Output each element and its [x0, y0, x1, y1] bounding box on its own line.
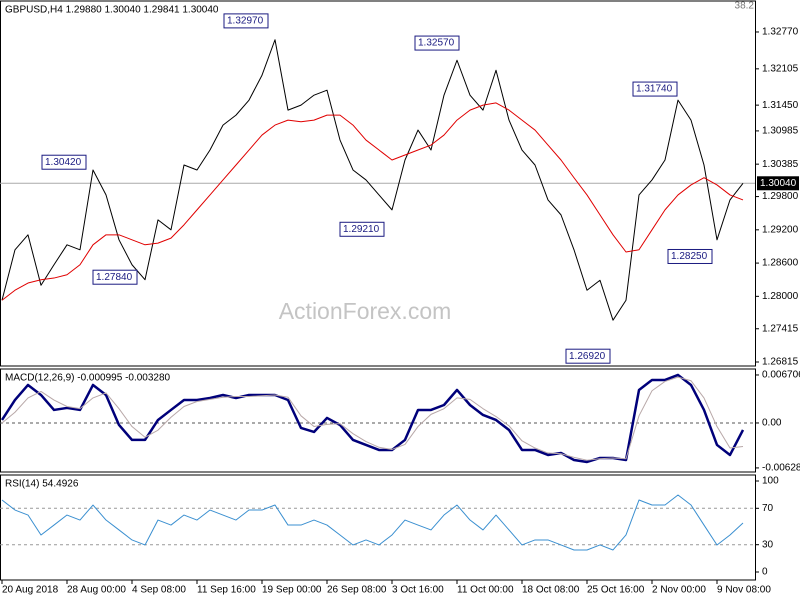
annotation-label: 1.28250: [671, 251, 708, 262]
x-tick-label: 18 Oct 08:00: [522, 585, 580, 596]
annotation-label: 1.26920: [569, 351, 606, 362]
corner-label: 38.2: [735, 1, 755, 12]
series-line: [1, 376, 744, 461]
x-tick-label: 2 Nov 00:00: [652, 585, 706, 596]
y-tick-label: 1.29200: [762, 224, 799, 235]
x-tick-label: 9 Nov 08:00: [717, 585, 771, 596]
y-tick-label: 1.26815: [762, 357, 799, 368]
y-tick-label: 1.27415: [762, 323, 799, 334]
panel-title: GBPUSD,H4 1.29880 1.30040 1.29841 1.3004…: [5, 5, 219, 16]
y-tick-label: 0: [762, 567, 768, 578]
annotation-box: [223, 13, 269, 29]
y-tick-label: 70: [762, 503, 774, 514]
y-tick-label: 1.32770: [762, 27, 799, 38]
panel-frame: [0, 474, 756, 581]
x-tick-label: 3 Oct 16:00: [392, 585, 444, 596]
annotation-label: 1.30420: [45, 157, 82, 168]
y-tick-label: 30: [762, 539, 774, 550]
x-tick-label: 20 Aug 2018: [2, 585, 59, 596]
series-line: [1, 102, 744, 301]
annotation-box: [92, 269, 138, 285]
annotation-box: [632, 81, 678, 97]
x-tick-label: 26 Sep 08:00: [327, 585, 387, 596]
annotation-label: 1.27840: [96, 272, 133, 283]
x-tick-label: 25 Oct 16:00: [587, 585, 645, 596]
last-price-box: [757, 176, 799, 191]
annotation-box: [565, 348, 611, 364]
series-line: [1, 494, 744, 551]
y-tick-label: 1.30985: [762, 126, 799, 137]
y-tick-label: 1.29800: [762, 191, 799, 202]
x-tick-label: 11 Sep 16:00: [197, 585, 256, 596]
last-price-label: 1.30040: [760, 178, 797, 189]
y-tick-label: 1.32105: [762, 63, 799, 74]
y-tick-label: 1.31450: [762, 100, 799, 111]
panel-title: MACD(12,26,9) -0.000995 -0.003280: [5, 373, 171, 384]
y-tick-label: 1.28000: [762, 291, 799, 302]
y-tick-label: 1.30385: [762, 159, 799, 170]
panel-frame: [0, 368, 756, 473]
annotation-box: [41, 154, 87, 170]
annotation-box: [414, 35, 460, 51]
annotation-label: 1.31740: [636, 84, 673, 95]
watermark: ActionForex.com: [279, 298, 452, 324]
annotation-label: 1.32570: [418, 38, 455, 49]
annotation-label: 1.29210: [343, 224, 380, 235]
x-tick-label: 4 Sep 08:00: [132, 585, 186, 596]
y-tick-label: 1.28600: [762, 258, 799, 269]
annotation-box: [667, 248, 713, 264]
series-line: [0, 373, 745, 464]
x-tick-label: 11 Oct 00:00: [457, 585, 514, 596]
y-tick-label: 100: [762, 476, 779, 487]
y-tick-label: -0.00628: [762, 463, 800, 474]
x-tick-label: 28 Aug 00:00: [67, 585, 126, 596]
panel-title: RSI(14) 54.4926: [5, 479, 79, 490]
annotation-label: 1.32970: [227, 16, 264, 27]
y-tick-label: 0.00: [762, 418, 782, 429]
y-tick-label: 0.006706: [762, 370, 800, 381]
x-tick-label: 19 Sep 00:00: [262, 585, 322, 596]
annotation-box: [339, 221, 385, 237]
series-line: [1, 39, 744, 321]
